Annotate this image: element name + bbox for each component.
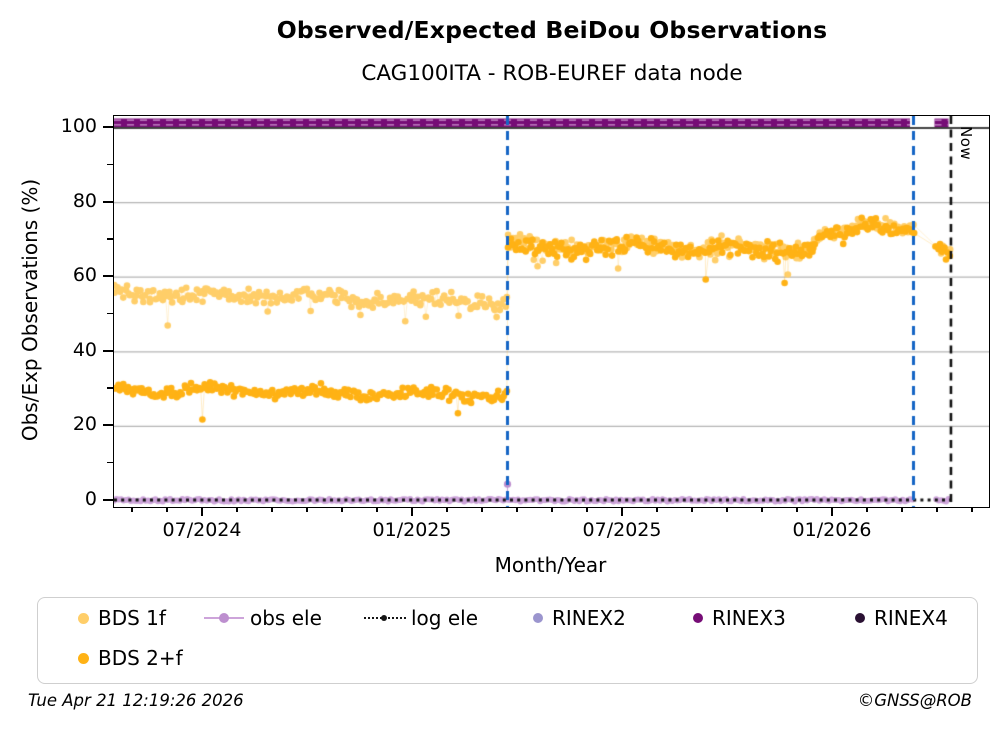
now-label: Now xyxy=(957,126,975,161)
legend-label: RINEX4 xyxy=(874,606,948,630)
legend-label: BDS 2+f xyxy=(98,646,183,670)
legend-label: BDS 1f xyxy=(98,606,166,630)
tick-label: 20 xyxy=(72,413,97,436)
legend-item-rinex2: RINEX2 xyxy=(533,606,626,630)
tick-mark xyxy=(103,499,113,501)
legend-label: obs ele xyxy=(250,606,322,630)
rinex4-dot-icon xyxy=(855,613,865,623)
tick-mark xyxy=(103,200,113,203)
legend-label: RINEX2 xyxy=(552,606,626,630)
bds-2f-dot-icon xyxy=(78,652,89,664)
legend-label: RINEX3 xyxy=(712,606,786,630)
log-ele-marker-icon xyxy=(364,612,406,624)
tick-label: 07/2025 xyxy=(582,519,662,541)
tick-mark xyxy=(201,507,203,516)
chart-title: Observed/Expected BeiDou Observations xyxy=(276,16,828,44)
y-axis-label: Obs/Exp Observations (%) xyxy=(18,178,42,442)
tick-mark xyxy=(621,507,623,516)
timestamp: Tue Apr 21 12:19:26 2026 xyxy=(28,691,244,710)
tick-label: 40 xyxy=(72,338,97,361)
legend-item-rinex3: RINEX3 xyxy=(693,606,786,630)
tick-mark xyxy=(103,275,113,278)
tick-mark xyxy=(831,507,833,516)
tick-label: 0 xyxy=(84,488,97,510)
bds-1f-dot-icon xyxy=(78,612,89,624)
legend-item-bds-2f: BDS 2+f xyxy=(78,646,183,670)
rinex3-dot-icon xyxy=(693,613,703,623)
copyright: ©GNSS@ROB xyxy=(857,691,972,710)
rinex2-dot-icon xyxy=(533,613,543,623)
legend-item-obs-ele: obs ele xyxy=(204,606,322,630)
obs-ele-marker-icon xyxy=(204,612,244,624)
tick-mark xyxy=(103,424,113,427)
tick-label: 07/2024 xyxy=(162,519,242,541)
scatter-canvas xyxy=(114,116,989,507)
tick-label: 80 xyxy=(72,189,97,212)
tick-label: 60 xyxy=(72,264,97,287)
legend-item-bds-1f: BDS 1f xyxy=(78,606,166,630)
legend-item-log-ele: log ele xyxy=(364,606,478,630)
chart-subtitle: CAG100ITA - ROB-EUREF data node xyxy=(361,61,743,86)
plot-area: Now xyxy=(113,115,990,508)
legend-label: log ele xyxy=(411,606,479,630)
tick-label: 01/2026 xyxy=(792,519,872,541)
tick-label: 01/2025 xyxy=(372,519,452,541)
tick-mark xyxy=(103,126,113,128)
tick-label: 100 xyxy=(60,115,97,137)
tick-mark xyxy=(411,507,413,516)
tick-mark xyxy=(103,349,113,352)
x-axis-label: Month/Year xyxy=(494,553,607,577)
legend-item-rinex4: RINEX4 xyxy=(855,606,948,630)
legend: BDS 1f obs ele log ele RINEX2 RINEX3 RIN… xyxy=(37,597,978,684)
